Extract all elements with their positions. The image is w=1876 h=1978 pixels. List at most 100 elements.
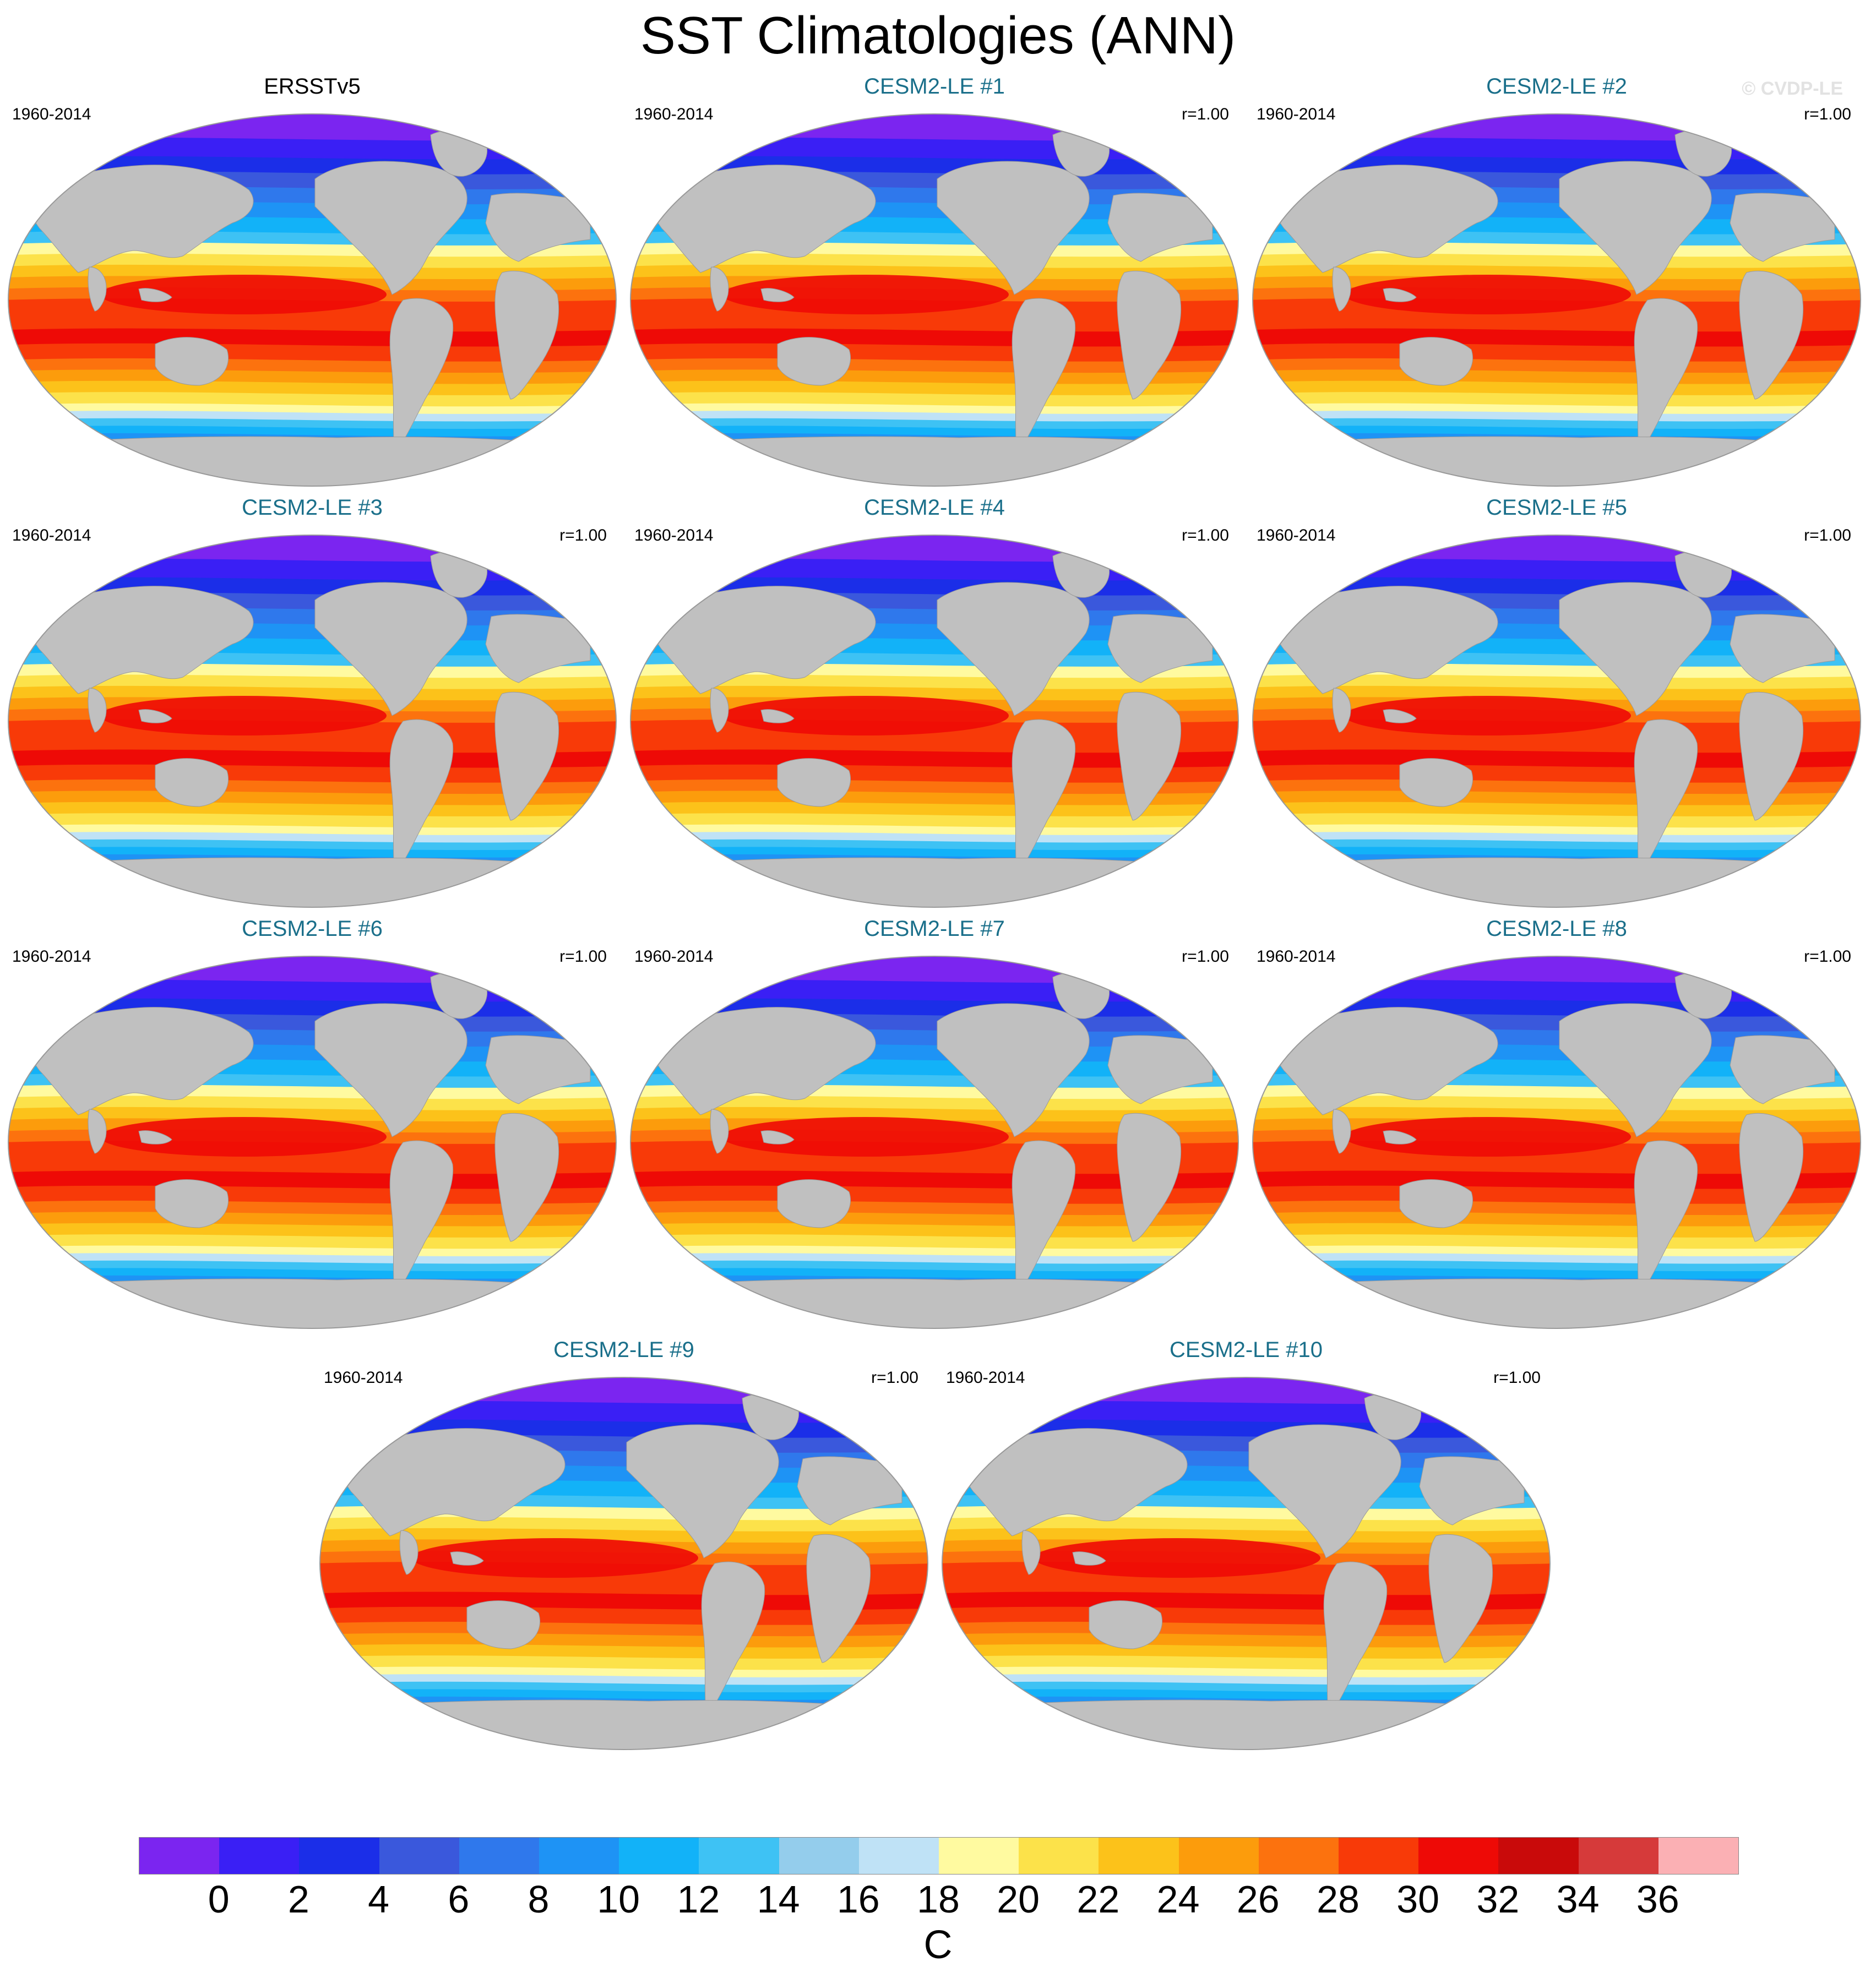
panel-pattern-correlation: r=1.00: [1804, 105, 1851, 123]
sst-band: [630, 137, 1238, 162]
panel-period: 1960-2014: [12, 947, 91, 966]
panel-period: 1960-2014: [1257, 105, 1336, 123]
sst-map: [1252, 956, 1861, 1329]
australia-land: [466, 1600, 541, 1649]
asia-land: [28, 1007, 254, 1115]
australia-land: [1399, 758, 1473, 807]
watermark: © CVDP-LE: [1742, 78, 1843, 99]
sst-band: [1253, 535, 1861, 564]
south-america-land: [1634, 298, 1698, 455]
map-outline: [630, 113, 1239, 487]
sst-band: [8, 114, 616, 143]
eurasia-land: [797, 1456, 902, 1525]
eurasia-land: [1107, 1035, 1213, 1104]
panel-pattern-correlation: r=1.00: [871, 1369, 918, 1387]
map-outline: [630, 956, 1239, 1329]
colorbar-tick-label: 34: [1556, 1878, 1600, 1921]
maritime-continent-land: [760, 709, 795, 723]
asia-land: [28, 165, 254, 273]
sst-band: [1253, 956, 1861, 985]
map-outline: [1252, 956, 1861, 1329]
colorbar-swatch: [1099, 1838, 1179, 1874]
sst-band: [1253, 558, 1861, 583]
panel-period: 1960-2014: [634, 526, 714, 544]
colorbar-tick-label: 22: [1076, 1878, 1120, 1921]
north-america-land: [314, 582, 467, 716]
panel-pattern-correlation: r=1.00: [1182, 947, 1229, 966]
africa-land: [806, 1534, 871, 1663]
warm-pool: [412, 1538, 698, 1578]
india-land: [1332, 1109, 1351, 1154]
eurasia-land: [485, 614, 591, 683]
map-outline: [1252, 535, 1861, 908]
panel-period: 1960-2014: [634, 947, 714, 966]
map-outline: [8, 535, 617, 908]
sst-map: [8, 956, 617, 1329]
sst-band: [8, 956, 616, 985]
africa-land: [1117, 691, 1182, 821]
map-panel: CESM2-LE #1 1960-2014 r=1.00: [629, 74, 1240, 487]
map-panel: CESM2-LE #8 1960-2014 r=1.00: [1251, 917, 1862, 1329]
map-panel: ERSSTv5 1960-2014: [7, 74, 618, 487]
south-america-land: [389, 719, 454, 876]
panel-title: CESM2-LE #7: [864, 917, 1005, 941]
map-panel: CESM2-LE #6 1960-2014 r=1.00: [7, 917, 618, 1329]
panel-period: 1960-2014: [1257, 947, 1336, 966]
colorbar-swatch: [139, 1838, 220, 1874]
asia-land: [650, 165, 876, 273]
colorbar-tick-label: 20: [997, 1878, 1040, 1921]
warm-pool: [1345, 1117, 1631, 1157]
warm-pool: [1034, 1538, 1320, 1578]
colorbar-swatch: [1498, 1838, 1579, 1874]
sst-band: [1253, 979, 1861, 1004]
sst-map: [630, 535, 1239, 908]
map-panel: CESM2-LE #7 1960-2014 r=1.00: [629, 917, 1240, 1329]
india-land: [88, 688, 107, 733]
eurasia-land: [1107, 193, 1213, 262]
africa-land: [1739, 270, 1804, 400]
asia-land: [650, 1007, 876, 1115]
colorbar-swatch: [1339, 1838, 1419, 1874]
sst-band: [630, 979, 1238, 1004]
colorbar-tick-label: 0: [208, 1878, 230, 1921]
panel-title: CESM2-LE #2: [1486, 74, 1627, 99]
panel-title: CESM2-LE #5: [1486, 495, 1627, 520]
australia-land: [155, 758, 229, 807]
sst-band: [8, 979, 616, 1004]
sst-band: [8, 535, 616, 564]
map-outline: [319, 1377, 928, 1750]
asia-land: [1272, 165, 1498, 273]
warm-pool: [722, 696, 1009, 735]
north-america-land: [626, 1424, 779, 1559]
sst-map: [8, 535, 617, 908]
eurasia-land: [1730, 614, 1835, 683]
panel-title: CESM2-LE #9: [553, 1338, 694, 1362]
colorbar-tick-label: 14: [757, 1878, 800, 1921]
colorbar-tick-label: 4: [368, 1878, 390, 1921]
colorbar-swatch: [459, 1838, 540, 1874]
panel-title: CESM2-LE #4: [864, 495, 1005, 520]
africa-land: [1739, 1113, 1804, 1242]
colorbar-swatch: [219, 1838, 300, 1874]
sst-map: [1252, 535, 1861, 908]
australia-land: [155, 337, 229, 386]
antarctica-land: [661, 1278, 1214, 1328]
panel-period: 1960-2014: [1257, 526, 1336, 544]
australia-land: [777, 1179, 851, 1228]
north-america-land: [1559, 1003, 1712, 1137]
sst-band: [630, 558, 1238, 583]
eurasia-land: [1730, 1035, 1835, 1104]
india-land: [1332, 266, 1351, 312]
warm-pool: [100, 1117, 387, 1157]
colorbar-tick-label: 30: [1396, 1878, 1440, 1921]
colorbar-tick-label: 10: [597, 1878, 640, 1921]
antarctica-land: [39, 1278, 591, 1328]
panel-pattern-correlation: r=1.00: [559, 526, 607, 544]
map-panel: CESM2-LE #3 1960-2014 r=1.00: [7, 495, 618, 908]
panel-pattern-correlation: r=1.00: [1182, 105, 1229, 123]
map-panel: CESM2-LE #4 1960-2014 r=1.00: [629, 495, 1240, 908]
asia-land: [1272, 586, 1498, 694]
antarctica-land: [1283, 1278, 1836, 1328]
map-panel: CESM2-LE #5 1960-2014 r=1.00: [1251, 495, 1862, 908]
maritime-continent-land: [450, 1551, 484, 1566]
